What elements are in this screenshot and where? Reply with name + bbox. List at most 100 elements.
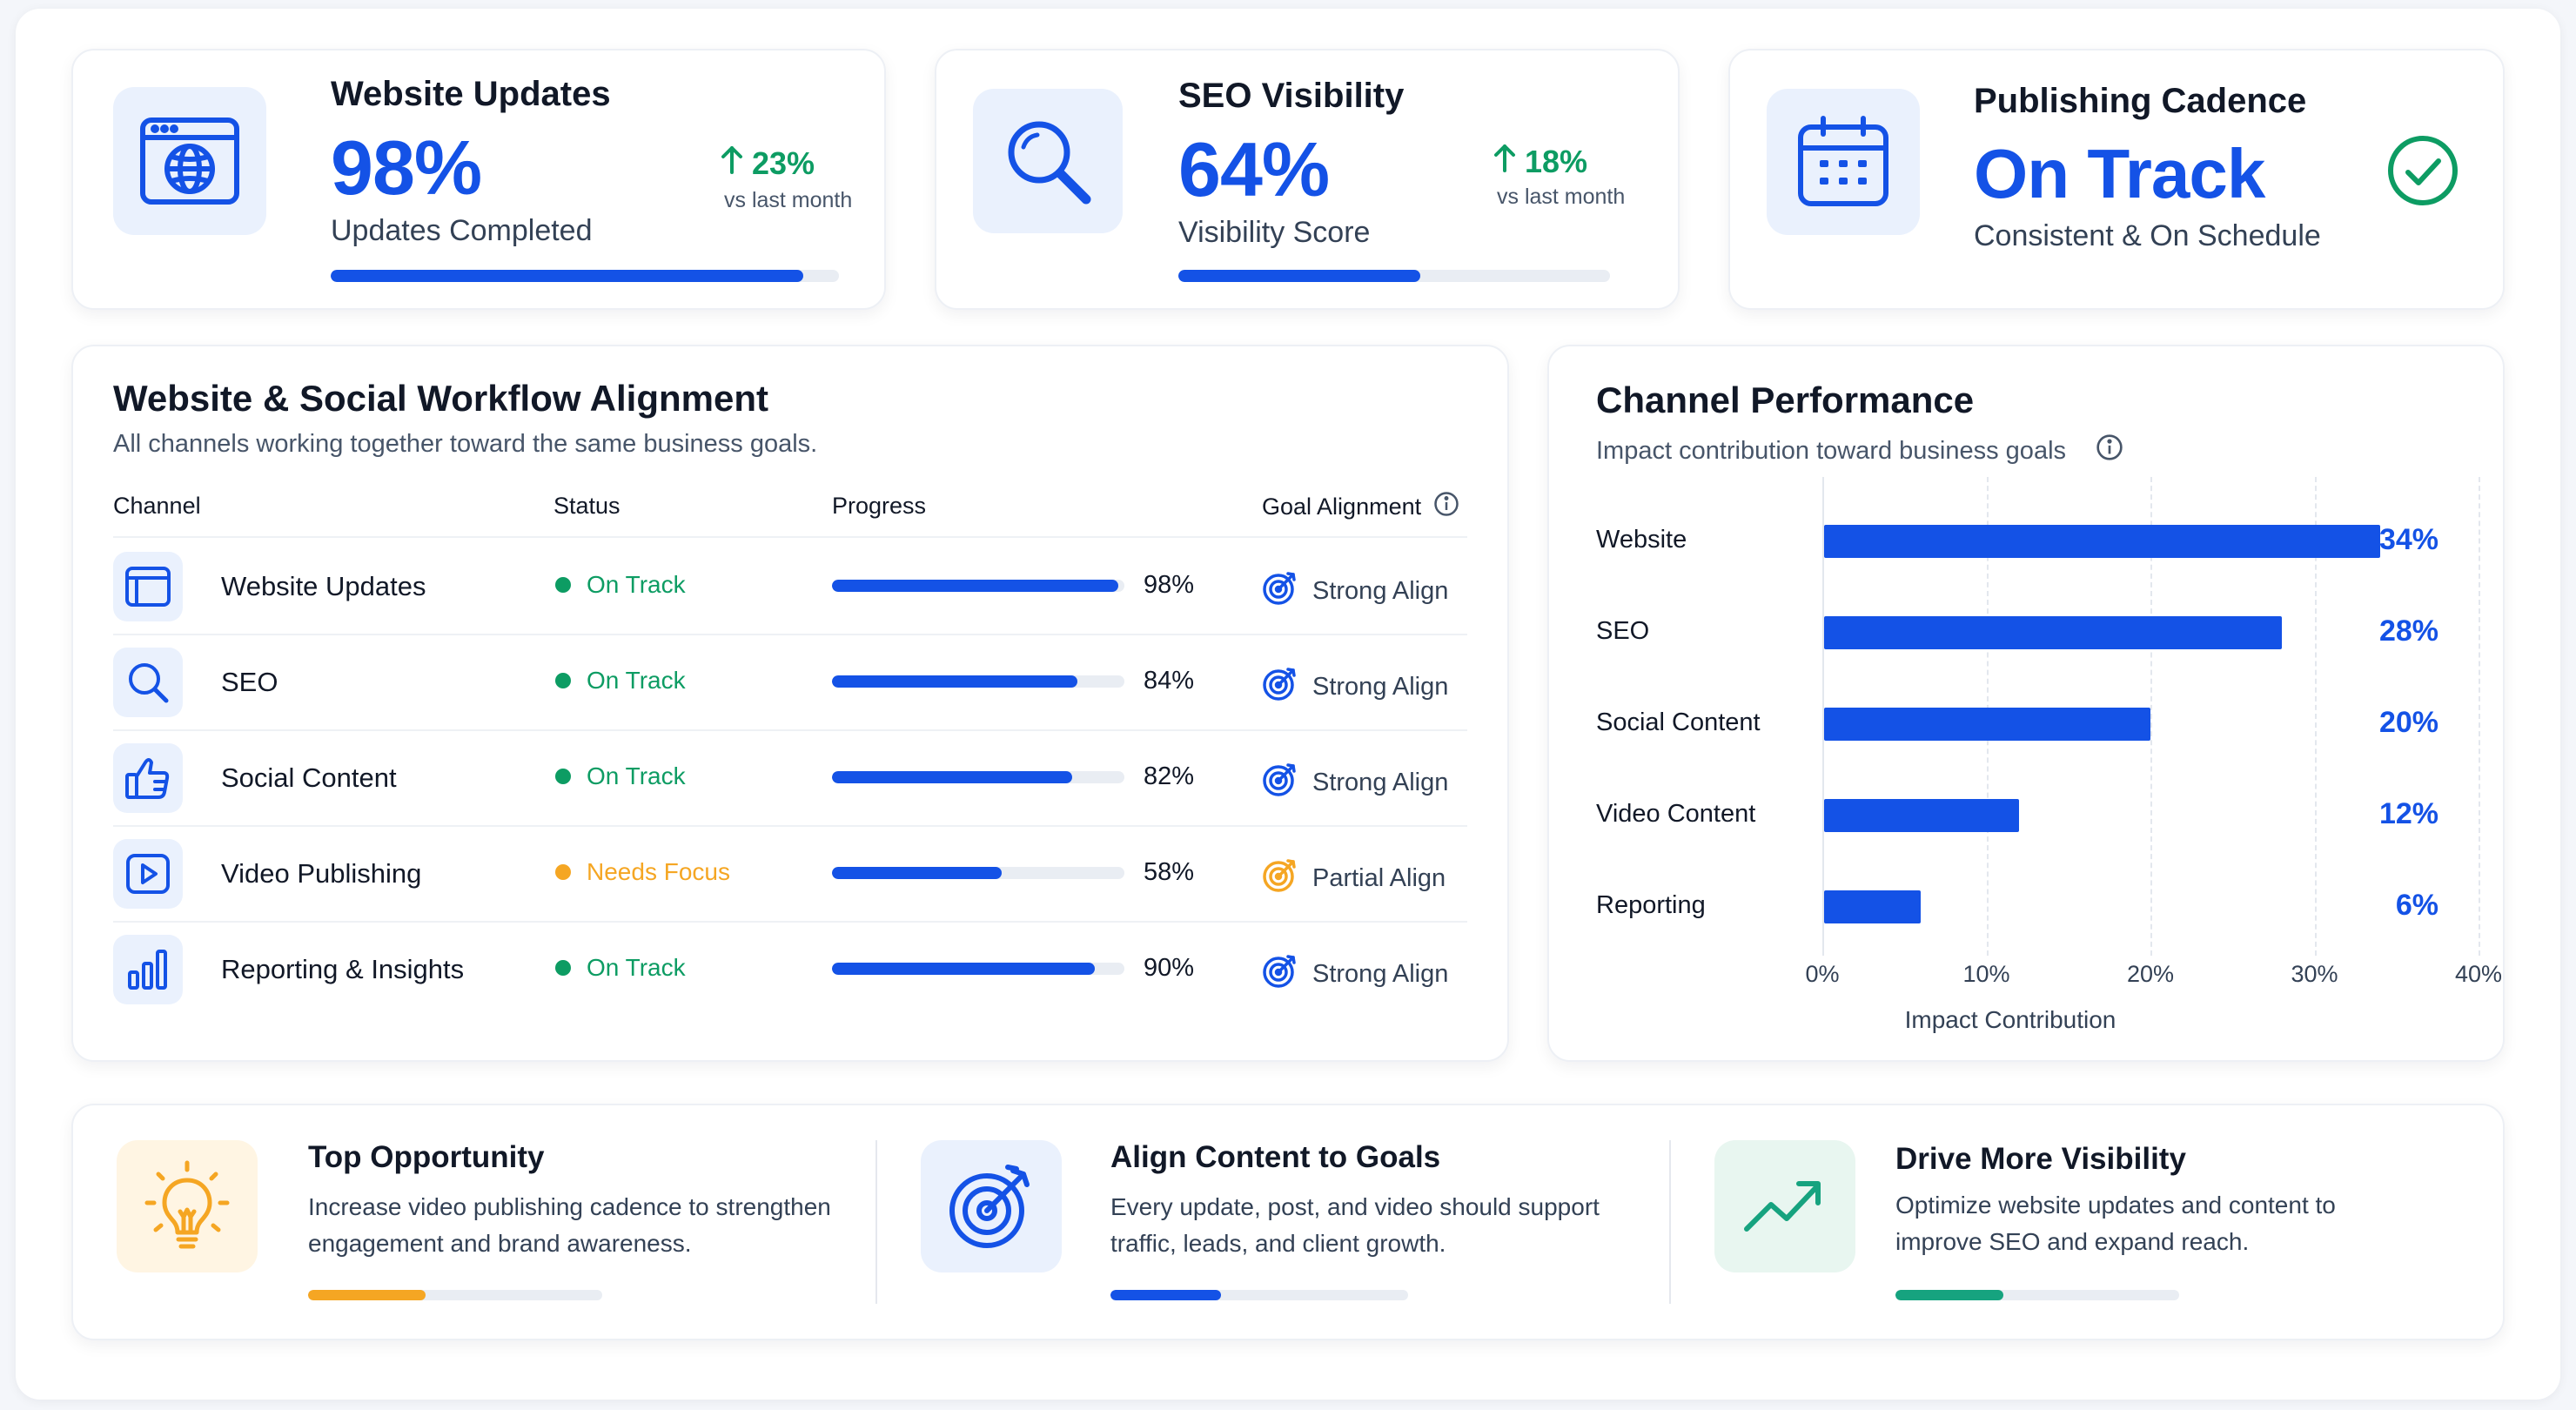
column-header-channel: Channel (113, 493, 201, 519)
row-progress-bar (832, 580, 1124, 592)
progress-percent: 98% (1144, 571, 1195, 599)
row-progress-fill (832, 963, 1096, 975)
row-progress-bar (832, 963, 1124, 975)
y-axis-line (1822, 477, 1824, 956)
insight-progress-bar (1110, 1290, 1408, 1300)
workflow-alignment-card: Website & Social Workflow Alignment All … (71, 345, 1509, 1062)
status-dot (555, 577, 571, 593)
kpi-card-website-updates: Website Updates 98% Updates Completed 23… (71, 49, 886, 310)
kpi-card-seo-visibility: SEO Visibility 64% Visibility Score 18% … (935, 49, 1680, 310)
kpi-progress-fill (331, 270, 804, 282)
bar[interactable] (1824, 616, 2282, 649)
kpi-progress-bar (331, 270, 839, 282)
column-header-progress: Progress (832, 493, 927, 519)
channel-name: Website Updates (221, 571, 426, 601)
section-title: Website & Social Workflow Alignment (113, 378, 768, 419)
calendar-icon (1767, 89, 1920, 235)
delta-up: 23% (721, 144, 815, 182)
insight-progress-fill (1895, 1290, 2003, 1300)
delta-note: vs last month (724, 188, 853, 212)
header-divider (113, 536, 1467, 538)
goal-alignment: Strong Align (1262, 569, 1448, 613)
status-dot (555, 864, 571, 880)
divider (1669, 1140, 1671, 1304)
check-circle-icon (2386, 134, 2459, 212)
insight-progress-bar (1895, 1290, 2179, 1300)
channel-name: Social Content (221, 762, 397, 793)
table-row[interactable]: Social Content On Track 82% Strong Align (73, 729, 1511, 825)
kpi-title: Publishing Cadence (1974, 82, 2307, 120)
row-divider (113, 634, 1467, 635)
channel-name: SEO (221, 667, 278, 697)
delta-up: 18% (1493, 143, 1587, 180)
bar[interactable] (1824, 708, 2150, 741)
bar-value-label: 34% (2378, 523, 2438, 556)
insight-title: Top Opportunity (308, 1140, 545, 1174)
status-badge: On Track (555, 954, 686, 982)
kpi-value: 64% (1178, 126, 1330, 212)
kpi-progress-bar (1178, 270, 1610, 282)
table-row[interactable]: Video Publishing Needs Focus 58% Partial… (73, 825, 1511, 921)
category-label: Social Content (1596, 708, 1761, 736)
thumbs-up-icon (113, 743, 183, 813)
row-divider (113, 729, 1467, 731)
progress-percent: 90% (1144, 954, 1195, 982)
x-axis-label: Impact Contribution (1904, 1006, 2116, 1033)
row-progress-bar (832, 675, 1124, 688)
table-row[interactable]: Website Updates On Track 98% Strong Alig… (73, 538, 1511, 634)
channel-name: Reporting & Insights (221, 954, 465, 984)
play-icon (113, 839, 183, 909)
bar-chart-icon (113, 935, 183, 1004)
row-progress-fill (832, 580, 1119, 592)
status-dot (555, 960, 571, 976)
row-divider (113, 825, 1467, 827)
divider (875, 1140, 877, 1304)
table-row[interactable]: Reporting & Insights On Track 90% Strong… (73, 921, 1511, 1017)
goal-alignment: Strong Align (1262, 952, 1448, 996)
arrow-up-icon (1493, 143, 1516, 180)
chart-title: Channel Performance (1596, 379, 1975, 420)
target-icon (1262, 761, 1298, 804)
goal-alignment: Strong Align (1262, 665, 1448, 708)
column-header-goal-alignment: Goal Alignment (1262, 491, 1459, 523)
x-tick-label: 0% (1805, 961, 1840, 987)
insight-title: Drive More Visibility (1895, 1142, 2186, 1176)
column-header-status: Status (553, 493, 621, 519)
kpi-card-publishing-cadence: Publishing Cadence On Track Consistent &… (1728, 49, 2505, 310)
search-icon (113, 648, 183, 717)
kpi-subtitle: Updates Completed (331, 214, 593, 247)
insights-card: Top Opportunity Increase video publishin… (71, 1104, 2505, 1340)
info-icon[interactable] (1433, 491, 1459, 523)
insight-title: Align Content to Goals (1110, 1140, 1441, 1174)
goal-alignment: Strong Align (1262, 761, 1448, 804)
bar[interactable] (1824, 799, 2020, 832)
kpi-subtitle: Visibility Score (1178, 216, 1371, 249)
gridline (2479, 477, 2480, 956)
bar[interactable] (1824, 525, 2380, 558)
goal-alignment: Partial Align (1262, 856, 1446, 900)
table-row[interactable]: SEO On Track 84% Strong Align (73, 634, 1511, 729)
kpi-subtitle: Consistent & On Schedule (1974, 219, 2321, 252)
status-badge: On Track (555, 667, 686, 695)
target-icon (921, 1140, 1062, 1272)
kpi-value: 98% (331, 124, 482, 211)
status-badge: On Track (555, 762, 686, 790)
info-icon[interactable] (2096, 433, 2123, 468)
target-icon (1262, 665, 1298, 708)
target-icon (1262, 856, 1298, 900)
bar[interactable] (1824, 890, 1922, 923)
magnifier-icon (973, 89, 1123, 233)
gridline (2314, 477, 2317, 956)
status-dot (555, 673, 571, 688)
insight-text: Increase video publishing cadence to str… (308, 1193, 831, 1257)
status-badge: On Track (555, 571, 686, 599)
category-label: Reporting (1596, 891, 1706, 919)
category-label: Website (1596, 526, 1687, 554)
row-progress-fill (832, 867, 1002, 879)
progress-percent: 84% (1144, 667, 1195, 695)
delta-note: vs last month (1497, 185, 1626, 209)
insight-progress-bar (308, 1290, 602, 1300)
bar-value-label: 28% (2378, 614, 2438, 648)
category-label: SEO (1596, 617, 1650, 645)
browser-globe-icon (113, 87, 266, 235)
